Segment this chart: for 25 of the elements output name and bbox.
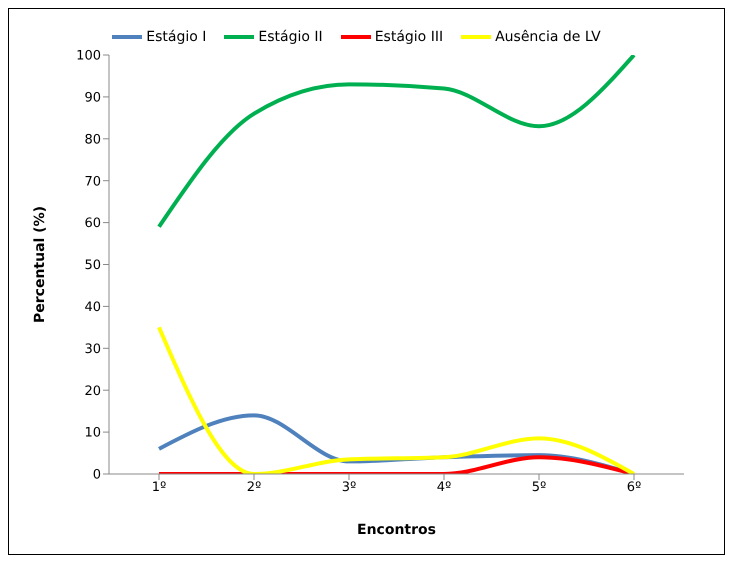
x-tick-label: 1º (152, 480, 166, 496)
y-tick-label: 0 (92, 468, 101, 483)
x-axis-title: Encontros (357, 522, 436, 538)
y-tick-label: 50 (84, 258, 101, 274)
y-tick-label: 30 (84, 342, 101, 357)
x-tick-label: 4º (436, 480, 452, 496)
y-tick-label: 10 (84, 426, 101, 441)
x-tick-label: 3º (342, 480, 356, 496)
y-tick-label: 40 (84, 300, 101, 316)
line-series (157, 55, 636, 229)
y-tick-label: 100 (76, 48, 101, 64)
y-tick-label: 60 (84, 216, 101, 232)
legend-label: Estágio III (374, 29, 444, 45)
legend-label: Estágio I (146, 29, 206, 45)
legend-label: Ausência de LV (495, 29, 601, 45)
legend-label: Estágio II (258, 29, 323, 45)
y-axis-title: Percentual (%) (32, 206, 48, 324)
x-tick-label: 5º (532, 480, 546, 496)
line-series (157, 325, 636, 474)
y-tick-label: 80 (84, 132, 101, 148)
x-tick-label: 6º (626, 480, 642, 496)
x-tick-label: 2º (246, 480, 262, 496)
y-tick-label: 90 (84, 90, 101, 106)
y-tick-label: 20 (84, 384, 101, 399)
y-tick-label: 70 (84, 174, 101, 190)
